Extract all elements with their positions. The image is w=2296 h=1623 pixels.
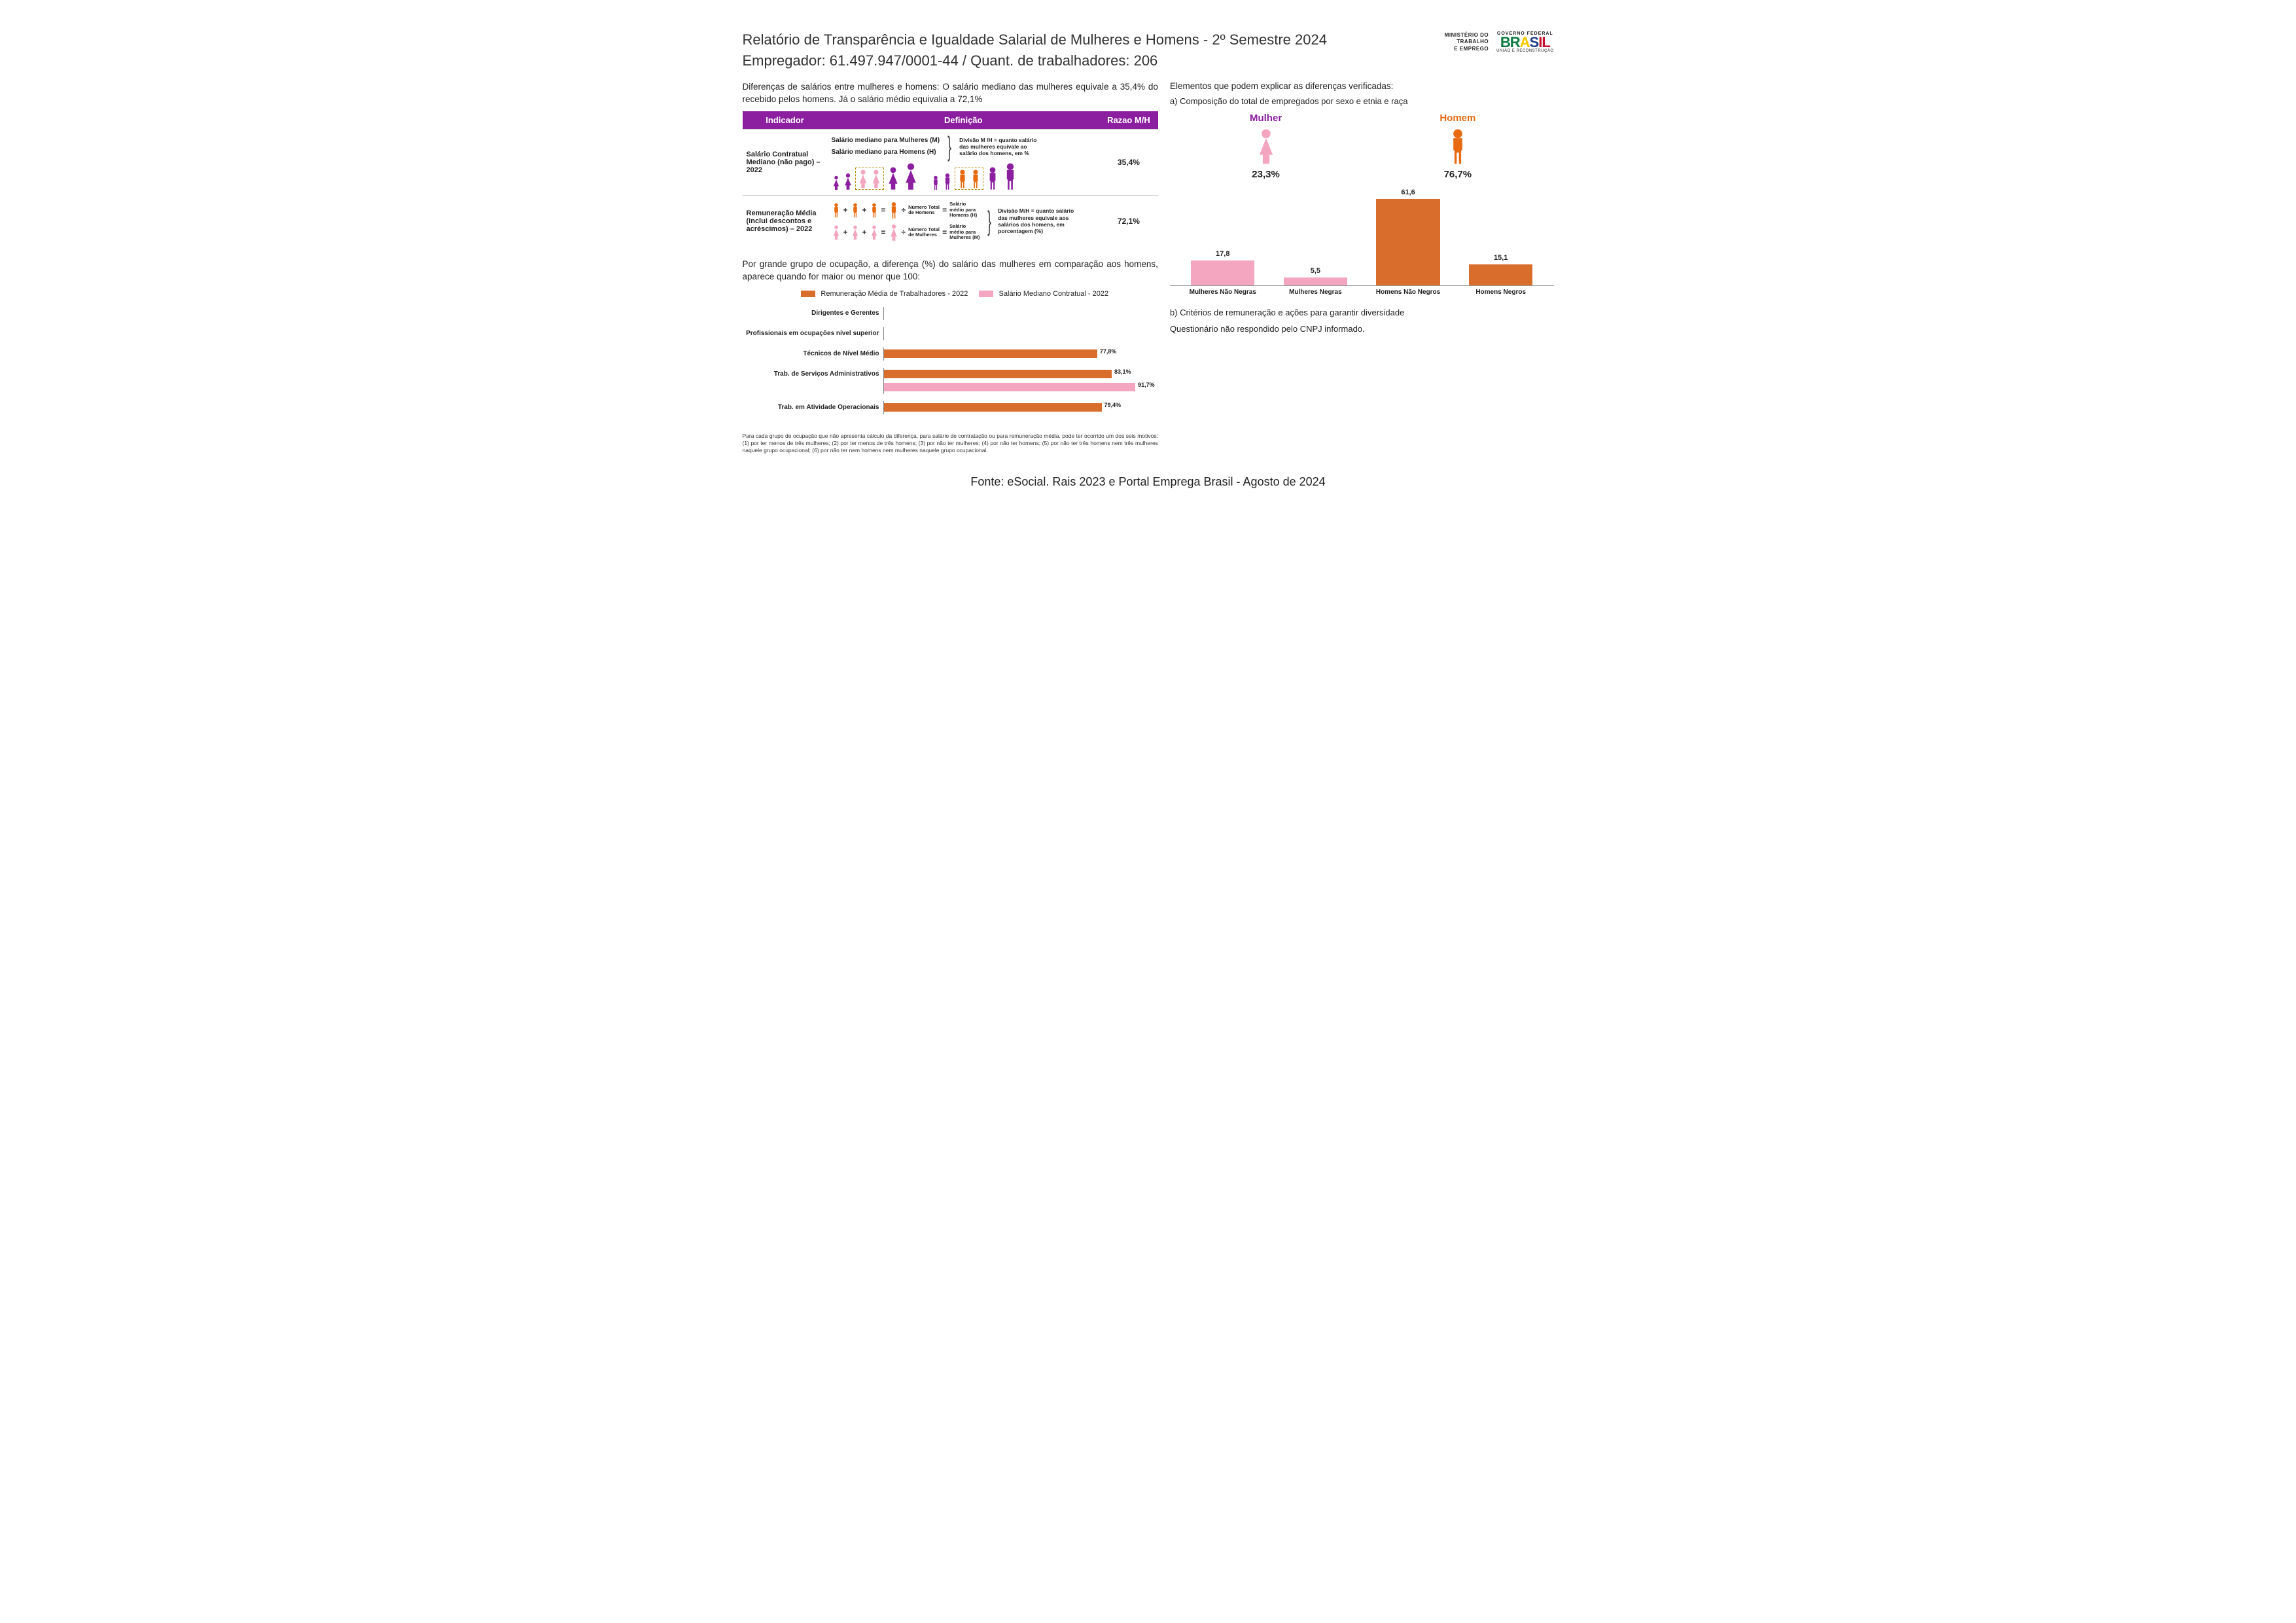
occupation-hbar-chart: Dirigentes e Gerentes Profissionais em oc… [743,307,1158,414]
homem-label: Homem [1362,113,1553,124]
right-sub-a: a) Composição do total de empregados por… [1170,96,1554,106]
occupation-intro: Por grande grupo de ocupação, a diferenç… [743,259,1158,283]
hbar-s1 [884,403,1102,412]
woman-icon [1255,128,1277,164]
avg-formula-women: + + = ÷ Número Total de Mulheres = Salár… [832,223,981,241]
th-razao: Razao M/H [1099,111,1158,130]
def-label-m: Salário mediano para Mulheres (M) [832,135,940,147]
salary-diff-intro: Diferenças de salários entre mulheres e … [743,81,1158,106]
gov-logos: MINISTÉRIO DO TRABALHO E EMPREGO GOVERNO… [1445,31,1554,53]
hbar-category-label: Trab. em Atividade Operacionais [743,404,883,411]
th-definicao: Definição [828,111,1099,130]
gender-composition: Mulher 23,3% Homem 76,7% [1170,113,1554,180]
right-b-text: Questionário não respondido pelo CNPJ in… [1170,324,1554,334]
row1-indicador: Salário Contratual Mediano (não pago) – … [743,129,828,195]
homem-pct: 76,7% [1362,169,1553,180]
hbar-category-label: Técnicos de Nível Médio [743,350,883,357]
median-people-icons [832,162,1095,190]
hbar-category-label: Trab. de Serviços Administrativos [743,370,883,378]
th-indicador: Indicador [743,111,828,130]
row2-indicador: Remuneração Média (inclui descontos e ac… [743,195,828,247]
brasil-logo-icon: BRASIL [1496,36,1553,49]
vbar: 61,6 [1376,199,1439,285]
avg-formula-men: + + = ÷ Número Total de Homens = Salário… [832,201,981,219]
hbar-s1 [884,370,1112,378]
legend-label-s1: Remuneração Média de Trabalhadores - 202… [821,290,968,298]
ministry-label: MINISTÉRIO DO TRABALHO E EMPREGO [1445,32,1489,52]
report-title: Relatório de Transparência e Igualdade S… [743,31,1327,48]
vbar: 17,8 [1191,260,1254,285]
hbar-s1 [884,349,1097,358]
hbar-category-label: Profissionais em ocupações nível superio… [743,330,883,337]
table-row: Remuneração Média (inclui descontos e ac… [743,195,1158,247]
table-row: Salário Contratual Mediano (não pago) – … [743,129,1158,195]
def2-explain: Divisão M/H = quanto salário das mulhere… [998,207,1076,234]
brace-icon: } [947,138,951,154]
gov-tagline: UNIÃO E RECONSTRUÇÃO [1496,49,1553,53]
def-label-h: Salário mediano para Homens (H) [832,147,940,158]
right-title: Elementos que podem explicar as diferenç… [1170,81,1554,91]
def-explain: Divisão M /H = quanto salário das mulher… [959,137,1038,157]
mulher-pct: 23,3% [1170,169,1362,180]
legend-swatch-s2 [979,291,993,297]
report-header: Relatório de Transparência e Igualdade S… [743,31,1554,69]
vbar-category-label: Mulheres Não Negras [1182,289,1263,296]
employer-line: Empregador: 61.497.947/0001-44 / Quant. … [743,52,1327,69]
vbar-category-label: Homens Não Negros [1368,289,1449,296]
vbar-category-label: Homens Negros [1460,289,1542,296]
legend-swatch-s1 [801,291,815,297]
row1-razao: 35,4% [1099,129,1158,195]
hbar-legend: Remuneração Média de Trabalhadores - 202… [743,290,1158,298]
row2-razao: 72,1% [1099,195,1158,247]
vbar: 15,1 [1469,264,1532,285]
hbar-category-label: Dirigentes e Gerentes [743,310,883,317]
hbar-s2 [884,383,1136,391]
legend-label-s2: Salário Mediano Contratual - 2022 [999,290,1109,298]
vbar-categories: Mulheres Não Negras Mulheres Negras Homens… [1170,286,1554,296]
vbar-category-label: Mulheres Negras [1275,289,1356,296]
source-line: Fonte: eSocial. Rais 2023 e Portal Empre… [743,475,1554,489]
man-icon [1447,128,1469,164]
right-sub-b: b) Critérios de remuneração e ações para… [1170,308,1554,317]
ethnicity-vbar-chart: 17,8 5,5 61,6 15,1 [1170,188,1554,286]
indicator-table: Indicador Definição Razao M/H Salário Co… [743,111,1158,247]
vbar: 5,5 [1284,277,1347,285]
footnote-text: Para cada grupo de ocupação que não apre… [743,433,1158,454]
mulher-label: Mulher [1170,113,1362,124]
brace-icon: } [987,213,991,229]
